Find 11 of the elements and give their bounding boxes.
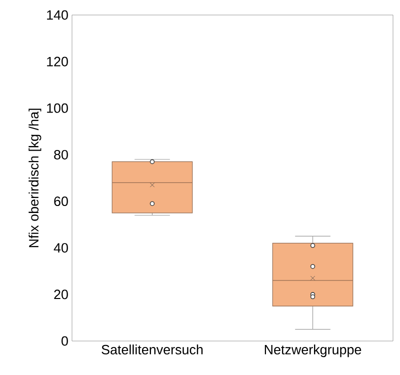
y-tick-label: 80 — [54, 150, 68, 160]
y-tick-label: 20 — [54, 290, 68, 300]
y-tick-label: 40 — [54, 243, 68, 253]
y-tick-label: 60 — [54, 196, 68, 206]
x-tick-label: Netzwerkgruppe — [264, 344, 362, 358]
y-tick-label: 120 — [47, 56, 68, 66]
x-tick-label: Satellitenversuch — [102, 344, 203, 354]
y-axis-title: Nfix oberirdisch [kg /ha] — [28, 108, 42, 248]
y-tick-label: 100 — [47, 103, 68, 113]
y-tick-label: 0 — [62, 336, 68, 346]
y-tick-label: 140 — [47, 10, 68, 20]
